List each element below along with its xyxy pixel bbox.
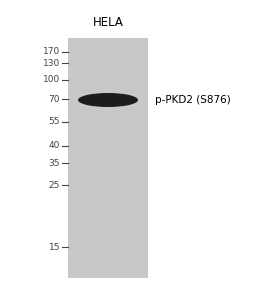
Text: 100: 100 bbox=[43, 76, 60, 85]
Text: p-PKD2 (S876): p-PKD2 (S876) bbox=[155, 95, 231, 105]
Text: 130: 130 bbox=[43, 58, 60, 68]
Text: 40: 40 bbox=[49, 142, 60, 151]
Text: 15: 15 bbox=[49, 242, 60, 251]
Text: 55: 55 bbox=[49, 118, 60, 127]
Bar bbox=[68, 38, 148, 278]
Ellipse shape bbox=[78, 93, 138, 107]
Text: 35: 35 bbox=[49, 158, 60, 167]
Text: 70: 70 bbox=[49, 94, 60, 103]
Text: 25: 25 bbox=[49, 181, 60, 190]
Text: HELA: HELA bbox=[92, 16, 123, 28]
Text: 170: 170 bbox=[43, 47, 60, 56]
